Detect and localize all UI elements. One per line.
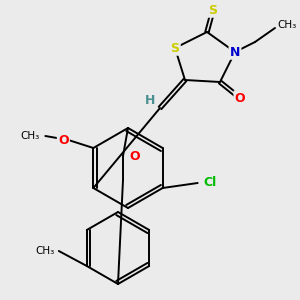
Text: O: O (130, 149, 140, 163)
Text: S: S (170, 41, 179, 55)
Text: CH₃: CH₃ (278, 20, 297, 30)
Text: O: O (58, 134, 69, 146)
Text: O: O (235, 92, 245, 104)
Text: S: S (208, 4, 217, 16)
Text: N: N (230, 46, 240, 59)
Text: CH₃: CH₃ (35, 246, 54, 256)
Text: H: H (145, 94, 155, 106)
Text: Cl: Cl (203, 176, 216, 190)
Text: CH₃: CH₃ (21, 131, 40, 141)
